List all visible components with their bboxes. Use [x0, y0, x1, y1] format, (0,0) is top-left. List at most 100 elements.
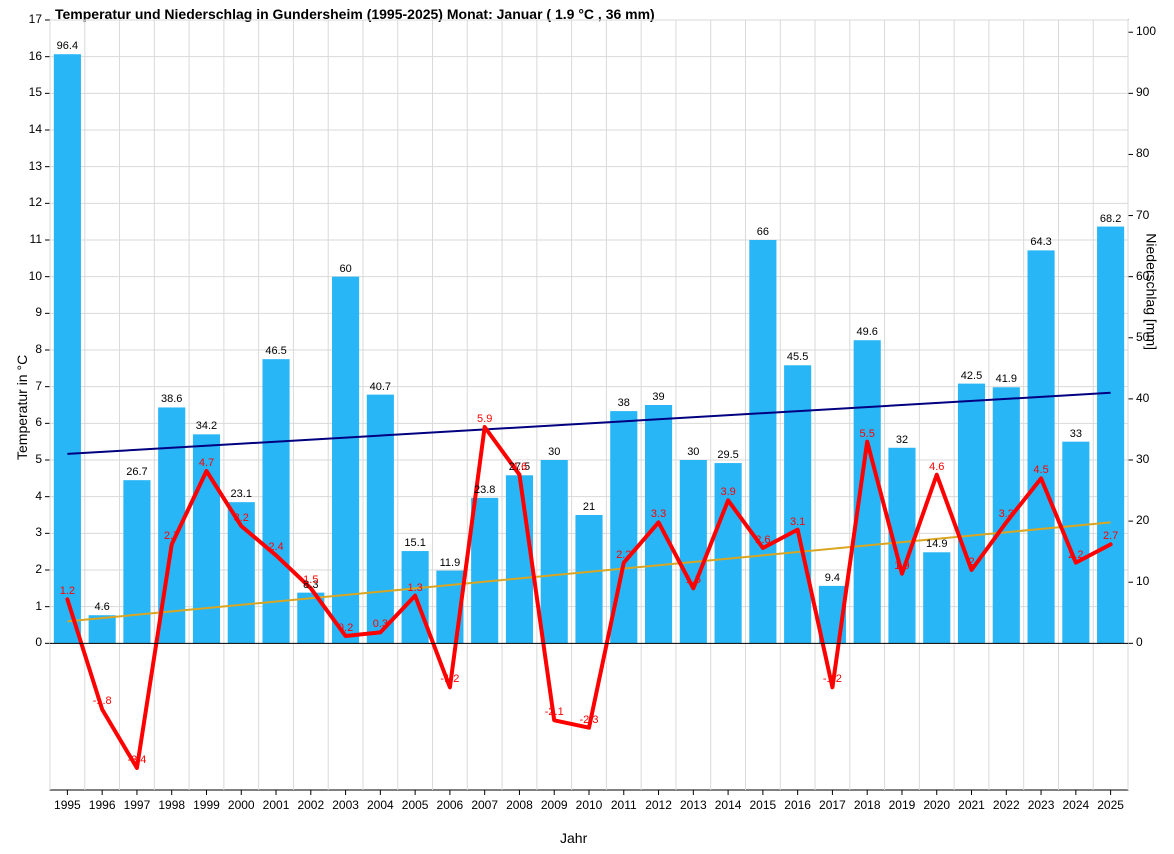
left-tick-label: 2: [35, 562, 42, 576]
right-tick-label: 20: [1136, 513, 1149, 527]
year-tick-label: 2025: [1097, 798, 1124, 812]
precip-value-label: 9.4: [825, 572, 840, 584]
right-tick-label: 90: [1136, 85, 1149, 99]
temp-value-label: 1.5: [303, 574, 318, 586]
year-tick-label: 2014: [715, 798, 742, 812]
chart-canvas: [0, 0, 1174, 854]
precip-value-label: 40.7: [370, 381, 391, 393]
left-tick-label: 4: [35, 489, 42, 503]
temp-value-label: 4.6: [512, 461, 527, 473]
right-tick-label: 40: [1136, 391, 1149, 405]
year-tick-label: 1998: [158, 798, 185, 812]
precip-value-label: 15.1: [404, 537, 425, 549]
temp-value-label: 2.7: [164, 530, 179, 542]
left-tick-label: 14: [29, 122, 42, 136]
year-tick-label: 2015: [750, 798, 777, 812]
year-tick-label: 2005: [402, 798, 429, 812]
temp-value-label: 2.4: [268, 541, 283, 553]
temp-value-label: -1.2: [823, 673, 842, 685]
precip-value-label: 23.1: [231, 488, 252, 500]
y-axis-left-label: Temperatur in °C: [14, 355, 30, 460]
year-tick-label: 2020: [923, 798, 950, 812]
left-tick-label: 0: [35, 635, 42, 649]
precip-value-label: 38.6: [161, 393, 182, 405]
year-tick-label: 2003: [332, 798, 359, 812]
year-tick-label: 2022: [993, 798, 1020, 812]
precip-value-label: 29.5: [717, 449, 738, 461]
left-tick-label: 13: [29, 159, 42, 173]
temp-value-label: 2.7: [1103, 530, 1118, 542]
temp-value-label: -1.8: [93, 695, 112, 707]
right-tick-label: 30: [1136, 452, 1149, 466]
precip-value-label: 32: [896, 434, 908, 446]
temp-value-label: 2.2: [616, 549, 631, 561]
right-tick-label: 50: [1136, 330, 1149, 344]
year-tick-label: 2024: [1062, 798, 1089, 812]
left-tick-label: 8: [35, 342, 42, 356]
year-tick-label: 2023: [1028, 798, 1055, 812]
precip-value-label: 26.7: [126, 466, 147, 478]
temp-value-label: -2.3: [580, 714, 599, 726]
precip-value-label: 66: [757, 226, 769, 238]
precip-value-label: 60: [339, 263, 351, 275]
precip-value-label: 49.6: [856, 326, 877, 338]
year-tick-label: 2006: [437, 798, 464, 812]
year-tick-label: 1996: [89, 798, 116, 812]
temp-value-label: 1.5: [686, 574, 701, 586]
precip-bar: [1097, 227, 1124, 644]
precip-bar: [958, 384, 985, 644]
precip-value-label: 46.5: [265, 345, 286, 357]
year-tick-label: 2017: [819, 798, 846, 812]
temp-value-label: 1.9: [894, 560, 909, 572]
precip-value-label: 33: [1070, 428, 1082, 440]
left-tick-label: 10: [29, 269, 42, 283]
year-tick-label: 2013: [680, 798, 707, 812]
precip-value-label: 30: [548, 446, 560, 458]
left-tick-label: 3: [35, 525, 42, 539]
temp-value-label: -2.1: [545, 706, 564, 718]
right-tick-label: 0: [1136, 635, 1143, 649]
precip-bar: [123, 480, 150, 643]
left-tick-label: 17: [29, 12, 42, 26]
left-tick-label: 9: [35, 305, 42, 319]
temp-value-label: 3.9: [720, 486, 735, 498]
precip-bar: [471, 498, 498, 643]
year-tick-label: 2016: [784, 798, 811, 812]
precip-bar: [367, 395, 394, 644]
precip-value-label: 42.5: [961, 370, 982, 382]
year-tick-label: 2010: [576, 798, 603, 812]
left-tick-label: 12: [29, 195, 42, 209]
temp-value-label: 5.5: [860, 428, 875, 440]
year-tick-label: 2001: [263, 798, 290, 812]
precip-value-label: 4.6: [95, 601, 110, 613]
precip-bar: [680, 460, 707, 643]
year-tick-label: 2009: [541, 798, 568, 812]
precip-value-label: 68.2: [1100, 213, 1121, 225]
climate-chart: Temperatur und Niederschlag in Gundershe…: [0, 0, 1174, 854]
precip-value-label: 21: [583, 501, 595, 513]
temp-value-label: 2.6: [755, 534, 770, 546]
year-tick-label: 1995: [54, 798, 81, 812]
precip-bar: [784, 365, 811, 643]
precip-value-label: 64.3: [1030, 236, 1051, 248]
precip-value-label: 23.8: [474, 484, 495, 496]
temp-value-label: 3.1: [790, 516, 805, 528]
year-tick-label: 2000: [228, 798, 255, 812]
right-tick-label: 60: [1136, 269, 1149, 283]
year-tick-label: 2008: [506, 798, 533, 812]
left-tick-label: 5: [35, 452, 42, 466]
precip-bar: [923, 552, 950, 643]
year-tick-label: 2021: [958, 798, 985, 812]
temp-value-label: 1.3: [407, 582, 422, 594]
precip-value-label: 41.9: [996, 373, 1017, 385]
temp-value-label: 4.7: [199, 457, 214, 469]
year-tick-label: 2007: [471, 798, 498, 812]
temp-value-label: -3.4: [127, 754, 146, 766]
precip-bar: [749, 240, 776, 643]
year-tick-label: 2004: [367, 798, 394, 812]
precip-value-label: 45.5: [787, 351, 808, 363]
left-tick-label: 16: [29, 49, 42, 63]
precip-bar: [575, 515, 602, 643]
year-tick-label: 2018: [854, 798, 881, 812]
temp-value-label: 4.6: [929, 461, 944, 473]
